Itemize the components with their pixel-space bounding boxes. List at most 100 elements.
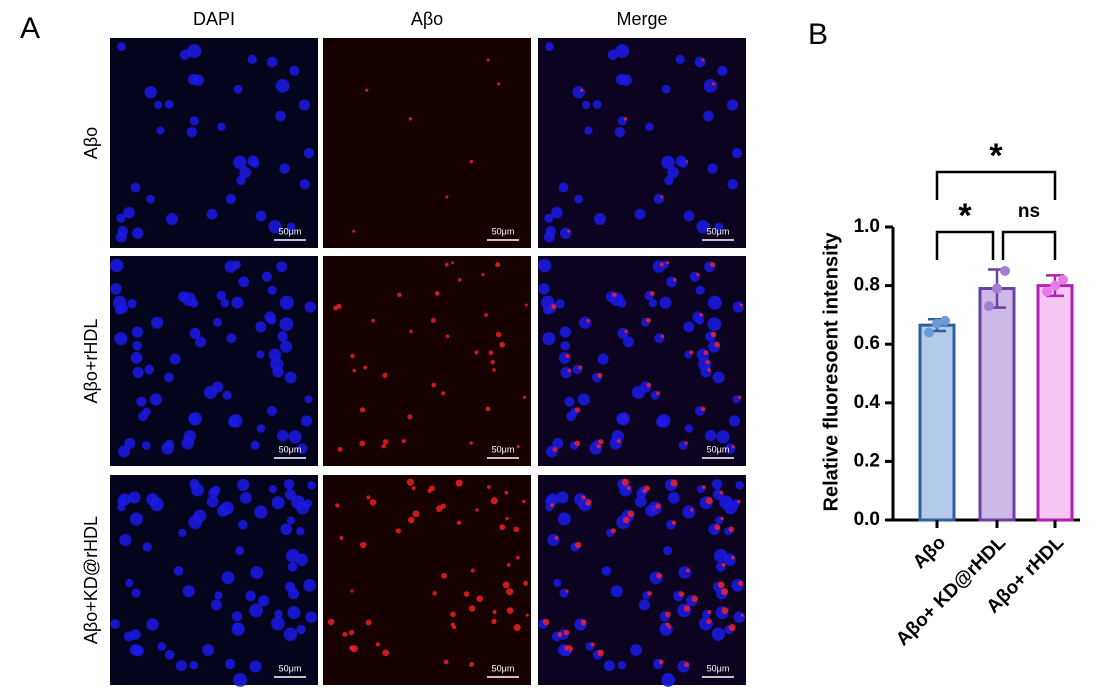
signal xyxy=(710,331,717,338)
nucleus xyxy=(638,599,650,611)
nucleus xyxy=(276,261,288,273)
x-tick-label: Aβo xyxy=(909,532,950,573)
signal xyxy=(658,659,664,665)
nucleus xyxy=(664,175,674,186)
nucleus xyxy=(237,478,250,492)
signal xyxy=(456,520,462,525)
nucleus xyxy=(238,276,250,288)
row-label: Aβo xyxy=(81,127,101,159)
nucleus xyxy=(192,74,204,86)
signal xyxy=(359,407,366,413)
nucleus xyxy=(545,42,554,52)
signal xyxy=(714,341,720,348)
nucleus xyxy=(247,54,257,65)
nucleus xyxy=(267,316,277,325)
nucleus xyxy=(189,327,201,339)
nucleus xyxy=(694,56,706,68)
nucleus xyxy=(277,331,288,342)
nucleus xyxy=(173,566,184,576)
nucleus xyxy=(279,163,290,174)
nucleus xyxy=(202,644,215,657)
nucleus xyxy=(303,578,316,592)
nucleus xyxy=(656,416,668,428)
signal xyxy=(597,372,603,379)
nucleus xyxy=(232,622,241,631)
signal xyxy=(450,622,455,627)
signal xyxy=(352,368,356,373)
nucleus xyxy=(574,194,583,204)
nucleus xyxy=(154,100,163,109)
nucleus xyxy=(724,501,738,515)
y-axis-label: Relative fluoresoent intensity xyxy=(820,232,842,512)
signal xyxy=(574,407,581,413)
signal xyxy=(440,503,446,509)
nucleus xyxy=(703,78,718,93)
signal xyxy=(506,607,514,614)
nucleus xyxy=(682,505,696,519)
nucleus xyxy=(283,627,298,642)
nucleus xyxy=(661,673,676,687)
signal xyxy=(671,520,677,525)
signal xyxy=(627,510,635,518)
signal xyxy=(352,229,356,233)
nucleus xyxy=(131,326,143,338)
signal xyxy=(563,629,570,636)
nucleus xyxy=(236,175,246,186)
nucleus xyxy=(698,616,713,631)
signal xyxy=(597,649,604,657)
nucleus xyxy=(287,606,301,620)
data-point xyxy=(992,283,1002,294)
data-point xyxy=(924,327,934,338)
nucleus xyxy=(129,644,142,656)
nucleus xyxy=(717,65,728,76)
nucleus xyxy=(266,56,278,68)
signal xyxy=(491,618,497,625)
signal xyxy=(485,406,491,412)
nucleus xyxy=(707,295,722,310)
significance-label: * xyxy=(989,137,1003,175)
signal xyxy=(395,528,401,534)
signal xyxy=(685,568,690,573)
nucleus xyxy=(132,366,144,379)
nucleus xyxy=(272,366,284,378)
nucleus xyxy=(617,298,627,308)
signal xyxy=(623,516,630,524)
data-point xyxy=(1000,265,1010,276)
scale-bar-label: 50μm xyxy=(279,226,302,236)
micrograph: 50μm xyxy=(538,38,746,248)
nucleus xyxy=(226,333,237,344)
nucleus xyxy=(727,179,738,190)
nucleus xyxy=(712,489,724,501)
signal xyxy=(339,535,344,541)
nucleus xyxy=(288,430,302,444)
nucleus xyxy=(303,147,315,159)
nucleus xyxy=(304,301,316,313)
nucleus xyxy=(609,436,623,450)
signal xyxy=(522,499,526,504)
micrograph: 50μm xyxy=(110,256,318,466)
nucleus xyxy=(300,415,313,427)
nucleus xyxy=(119,533,132,547)
nucleus xyxy=(118,445,131,458)
nucleus xyxy=(235,546,245,556)
nucleus xyxy=(614,126,626,138)
significance-label: * xyxy=(958,197,972,235)
signal xyxy=(486,58,490,62)
nucleus xyxy=(601,566,612,576)
nucleus xyxy=(131,588,141,598)
nucleus xyxy=(182,585,195,598)
signal xyxy=(575,541,582,549)
nucleus xyxy=(110,283,122,295)
nucleus xyxy=(189,660,199,670)
nucleus xyxy=(116,213,126,223)
nucleus xyxy=(617,660,627,670)
signal xyxy=(710,262,716,268)
image-background xyxy=(323,475,531,685)
y-tick-label: 0.6 xyxy=(854,333,880,354)
signal xyxy=(660,334,665,338)
nucleus xyxy=(546,493,559,506)
signal xyxy=(691,595,699,602)
signal xyxy=(348,629,355,636)
signal xyxy=(524,303,528,307)
nucleus xyxy=(574,493,587,506)
